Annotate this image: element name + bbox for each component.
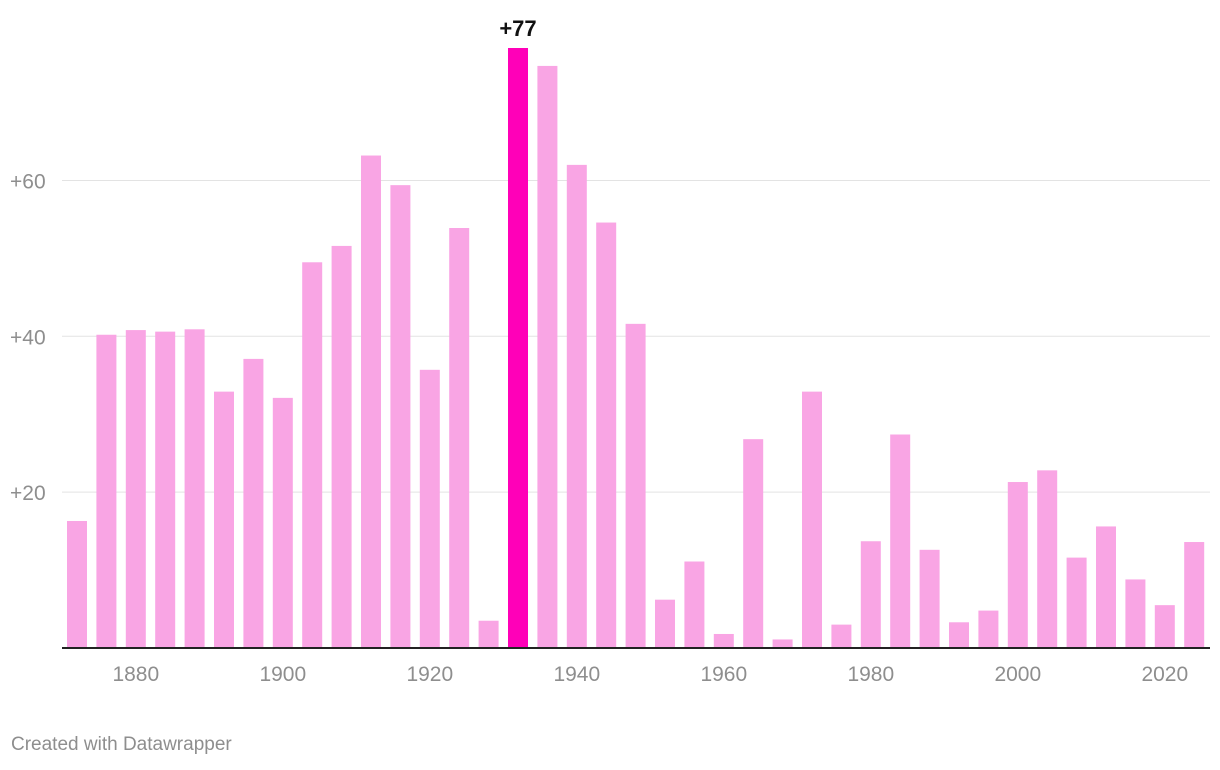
x-tick-label: 2000 [994,663,1041,686]
bar-1892 [214,391,234,648]
bar-2020 [1154,605,1175,648]
bar-1972 [802,391,822,648]
y-tick-label: +60 [10,170,46,193]
bar-1928 [478,620,499,648]
bar-1976 [831,624,852,648]
bar-1932 [508,48,528,648]
x-tick-label: 1960 [700,663,747,686]
bar-1996 [978,610,999,648]
bar-2024 [1184,542,1205,648]
x-tick-label: 1920 [406,663,453,686]
axes: 1880 1900 1920 1940 1960 1980 2000 2020 [62,647,1210,686]
x-tick-label: 1980 [847,663,894,686]
bar-1900 [272,397,293,648]
bar-1956 [684,561,705,648]
bar-1960 [713,633,734,648]
bar-1912 [361,155,381,648]
data-label-1932: +77 [499,16,536,41]
bar-2016 [1125,579,1146,648]
bar-1876 [96,334,117,648]
x-tick-label: 1940 [553,663,600,686]
bar-1936 [537,65,558,649]
x-tick-label: 1900 [259,663,306,686]
bar-2000 [1007,482,1028,648]
bar-1904 [302,262,323,648]
bar-1968 [772,639,793,648]
x-tick-label: 2020 [1141,663,1188,686]
data-labels: +77 [499,16,536,41]
bar-2012 [1096,526,1116,648]
bar-1952 [655,599,675,648]
bar-1992 [949,622,969,648]
bar-1984 [890,434,911,648]
bar-1896 [243,358,264,648]
y-tick-label: +40 [10,326,46,349]
bar-1980 [860,541,881,648]
bars [67,48,1205,649]
y-tick-label: +20 [10,482,46,505]
bar-2004 [1037,470,1058,648]
bar-1944 [596,222,617,648]
bar-1924 [449,228,470,648]
credit-text: Created with Datawrapper [11,734,232,755]
bar-1888 [184,329,205,648]
bar-1920 [419,369,440,648]
bar-1916 [390,185,411,648]
bar-2008 [1066,557,1087,648]
bar-1872 [67,520,87,648]
bar-1908 [331,245,352,649]
bar-1880 [125,330,146,648]
bar-1884 [155,331,176,648]
bar-1948 [625,323,646,648]
bar-1988 [919,549,940,648]
bar-1964 [743,439,764,648]
x-tick-label: 1880 [112,663,159,686]
bar-1940 [566,164,587,648]
